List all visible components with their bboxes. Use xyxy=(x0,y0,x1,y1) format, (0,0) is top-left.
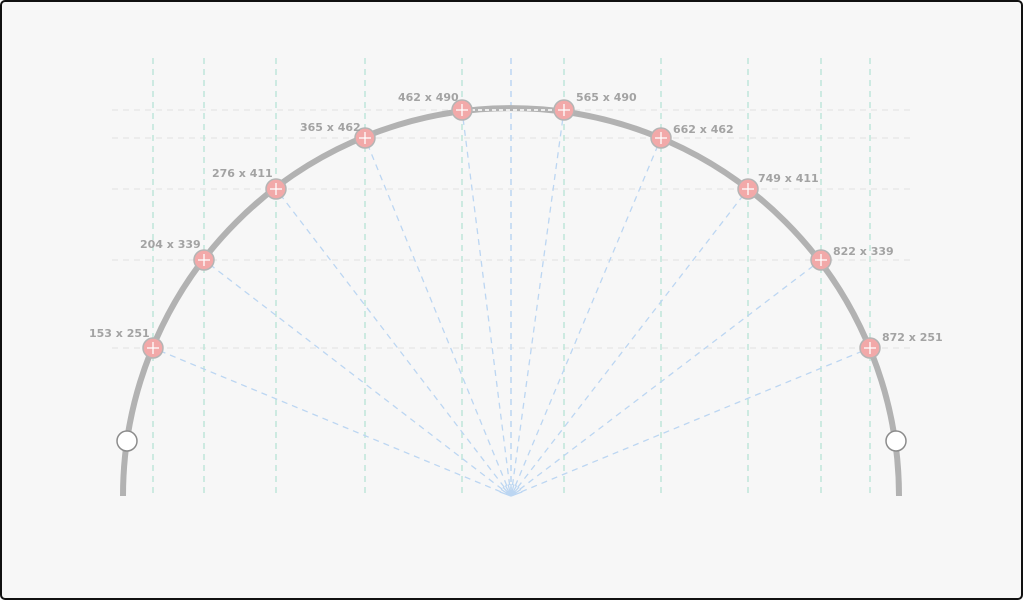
left-endpoint-handle xyxy=(116,430,138,452)
point-label: 749 x 411 xyxy=(758,172,819,185)
center-fan-stroke xyxy=(510,491,523,497)
point-label: 276 x 411 xyxy=(212,167,273,180)
point-markers xyxy=(142,99,881,359)
point-marker xyxy=(810,249,832,271)
point-marker xyxy=(142,337,164,359)
center-ray xyxy=(203,259,512,497)
center-ray xyxy=(275,188,512,497)
point-label: 872 x 251 xyxy=(882,331,943,344)
point-marker xyxy=(354,127,376,149)
point-marker xyxy=(193,249,215,271)
point-label: 204 x 339 xyxy=(140,238,201,251)
point-marker xyxy=(737,178,759,200)
center-ray xyxy=(510,109,565,497)
center-ray xyxy=(510,188,749,497)
point-marker xyxy=(451,99,473,121)
center-ray xyxy=(510,347,871,497)
point-label: 153 x 251 xyxy=(89,327,150,340)
point-label: 662 x 462 xyxy=(673,123,734,136)
endpoint-handles xyxy=(116,430,907,452)
vertical-guides xyxy=(152,58,871,498)
right-endpoint-handle xyxy=(885,430,907,452)
center-ray xyxy=(510,137,662,497)
center-ray xyxy=(364,137,512,497)
center-ray xyxy=(510,259,822,497)
point-label: 365 x 462 xyxy=(300,121,361,134)
semicircle-arc xyxy=(120,105,902,497)
point-label: 462 x 490 xyxy=(398,91,459,104)
center-ray xyxy=(152,347,512,497)
point-label: 565 x 490 xyxy=(576,91,637,104)
point-marker xyxy=(553,99,575,121)
point-marker xyxy=(265,178,287,200)
center-rays xyxy=(152,109,871,497)
point-marker xyxy=(650,127,672,149)
point-marker xyxy=(859,337,881,359)
point-label: 822 x 339 xyxy=(833,245,894,258)
center-ray xyxy=(461,109,512,497)
point-labels: 153 x 251 204 x 339 276 x 411 365 x 462 462 … xyxy=(89,91,943,344)
